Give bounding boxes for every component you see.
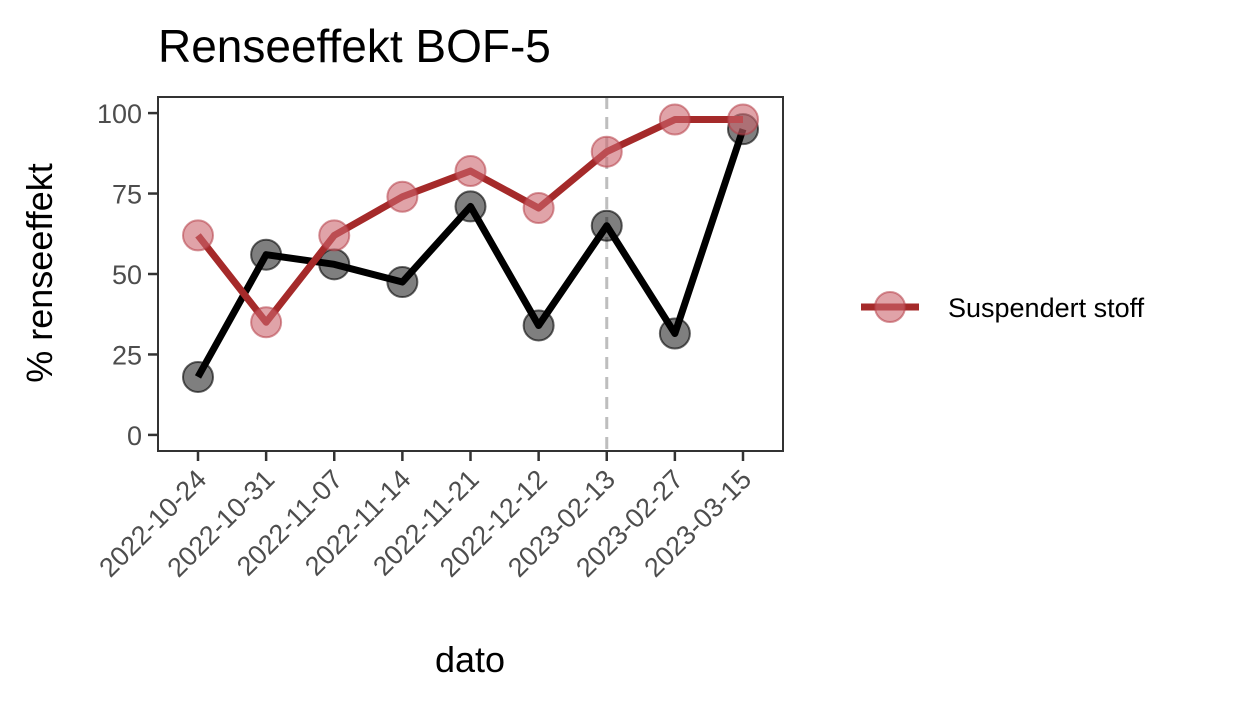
- data-point: [590, 209, 623, 242]
- data-point: [454, 190, 487, 223]
- data-point: [658, 317, 691, 350]
- data-point: [386, 266, 419, 299]
- x-axis-title: dato: [435, 639, 505, 680]
- data-point: [318, 219, 351, 252]
- data-point: [386, 180, 419, 213]
- y-tick-label: 0: [127, 421, 142, 451]
- y-tick-label: 75: [112, 180, 142, 210]
- data-point: [182, 219, 214, 252]
- data-point: [454, 155, 487, 188]
- legend-key-point: [874, 291, 906, 323]
- legend: Suspendert stoff: [861, 291, 1145, 323]
- y-tick-label: 100: [97, 99, 142, 129]
- data-point: [182, 360, 214, 393]
- data-point: [522, 192, 555, 225]
- data-point: [250, 306, 283, 339]
- data-point: [590, 135, 623, 168]
- data-point: [658, 103, 691, 136]
- data-point: [522, 309, 555, 342]
- data-point: [250, 238, 283, 271]
- plot-area: 02550751002022-10-242022-10-312022-11-07…: [93, 96, 784, 583]
- chart-title: Renseeffekt BOF-5: [158, 20, 551, 72]
- y-tick-label: 50: [112, 260, 142, 290]
- y-axis-title: % renseeffekt: [19, 163, 60, 382]
- legend-label: Suspendert stoff: [948, 293, 1145, 323]
- y-tick-label: 25: [112, 340, 142, 370]
- data-point: [727, 103, 759, 136]
